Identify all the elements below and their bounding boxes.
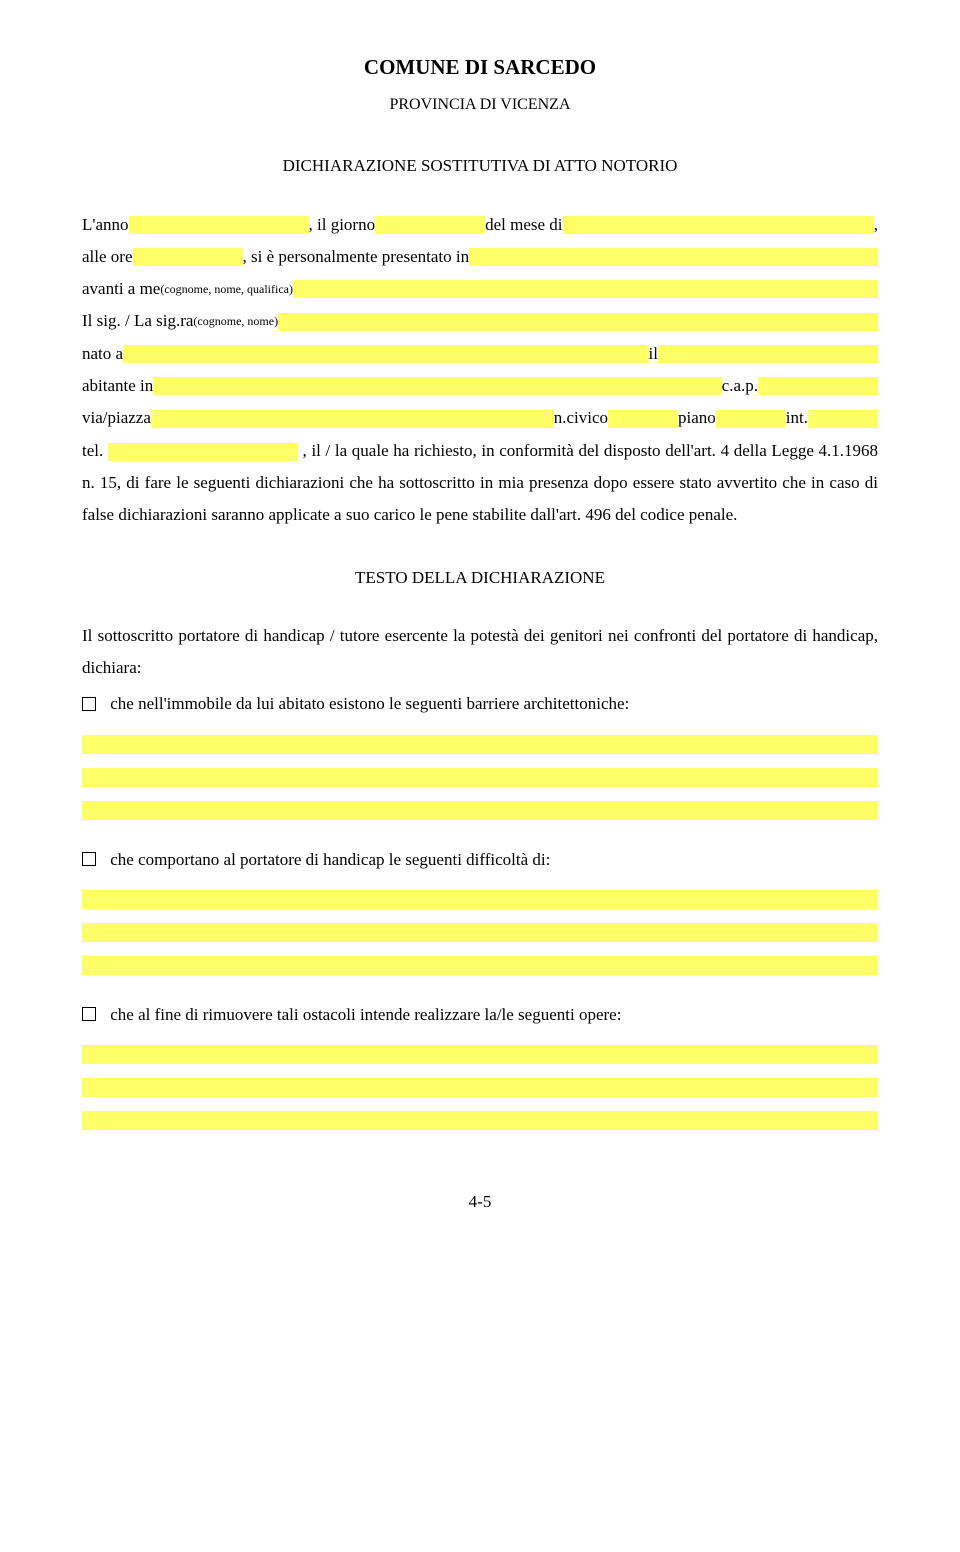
checkbox-item-3: che al fine di rimuovere tali ostacoli i… [82,999,878,1130]
form-intro: L'anno , il giorno del mese di , alle or… [82,209,878,532]
line-via: via/piazza n.civico piano int. [82,402,878,434]
label-sig-hint: (cognome, nome) [193,310,278,333]
label-presentato: , si è personalmente presentato in [243,241,470,273]
label-il: il [649,338,658,370]
label-mese: del mese di [485,209,562,241]
field-sig[interactable] [278,313,878,331]
line-anno: L'anno , il giorno del mese di , [82,209,878,241]
label-anno: L'anno [82,209,129,241]
field-int[interactable] [808,410,878,428]
document-type: DICHIARAZIONE SOSTITUTIVA DI ATTO NOTORI… [82,150,878,182]
field-via[interactable] [151,410,554,428]
label-ore: alle ore [82,241,133,273]
checkbox-2-label: che comportano al portatore di handicap … [110,850,550,869]
field-anno[interactable] [129,216,309,234]
label-tel: tel. [82,441,108,460]
field-ore[interactable] [133,248,243,266]
field-opere-3[interactable] [82,1111,878,1130]
line-nato: nato a il [82,338,878,370]
header-title: COMUNE DI SARCEDO [82,48,878,88]
field-piano[interactable] [716,410,786,428]
field-cap[interactable] [758,377,878,395]
line-abitante: abitante in c.a.p. [82,370,878,402]
field-difficolta-2[interactable] [82,923,878,942]
label-nato: nato a [82,338,123,370]
field-civico[interactable] [608,410,678,428]
field-barriere-1[interactable] [82,735,878,754]
label-piano: piano [678,402,716,434]
label-avanti-hint: (cognome, nome, qualifica) [160,278,293,301]
checkbox-3-label: che al fine di rimuovere tali ostacoli i… [110,1005,621,1024]
checkbox-1-label: che nell'immobile da lui abitato esiston… [110,694,629,713]
comma-1: , [874,209,878,241]
label-sig: Il sig. / La sig.ra [82,305,193,337]
field-opere-1[interactable] [82,1045,878,1064]
field-mese[interactable] [563,216,874,234]
field-tel[interactable] [108,443,298,461]
label-cap: c.a.p. [722,370,758,402]
label-via: via/piazza [82,402,151,434]
section-lead: Il sottoscritto portatore di handicap / … [82,620,878,685]
line-ore: alle ore , si è personalmente presentato… [82,241,878,273]
checkbox-item-2: che comportano al portatore di handicap … [82,844,878,975]
field-difficolta-1[interactable] [82,890,878,909]
field-difficolta-3[interactable] [82,956,878,975]
field-barriere-3[interactable] [82,801,878,820]
label-int: int. [786,402,808,434]
field-abitante[interactable] [153,377,721,395]
label-giorno: , il giorno [309,209,376,241]
label-avanti: avanti a me [82,273,160,305]
field-barriere-2[interactable] [82,768,878,787]
line-tel-block: tel. , il / la quale ha richiesto, in co… [82,435,878,532]
checkbox-2[interactable] [82,852,96,866]
checkbox-1[interactable] [82,697,96,711]
field-avanti[interactable] [293,280,878,298]
checkbox-item-1: che nell'immobile da lui abitato esiston… [82,688,878,819]
line-avanti: avanti a me (cognome, nome, qualifica) [82,273,878,305]
section-title: TESTO DELLA DICHIARAZIONE [82,562,878,594]
header-subtitle: PROVINCIA DI VICENZA [82,90,878,120]
field-presentato[interactable] [469,248,878,266]
field-giorno[interactable] [375,216,485,234]
label-civico: n.civico [554,402,608,434]
field-nato[interactable] [123,345,648,363]
field-il[interactable] [658,345,878,363]
field-opere-2[interactable] [82,1078,878,1097]
checkbox-3[interactable] [82,1007,96,1021]
page-number: 4-5 [82,1186,878,1218]
label-abitante: abitante in [82,370,153,402]
line-sig: Il sig. / La sig.ra (cognome, nome) [82,305,878,337]
